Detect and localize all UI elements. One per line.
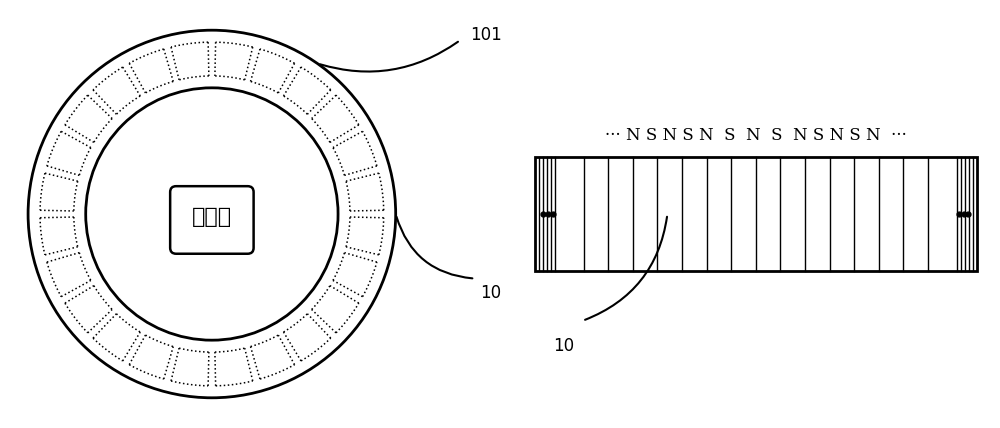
Bar — [535, 157, 977, 271]
Polygon shape — [312, 285, 359, 333]
Polygon shape — [47, 253, 91, 297]
Polygon shape — [251, 49, 295, 93]
Text: ··· N S N S N  S  N  S  N S N S N  ···: ··· N S N S N S N S N S N S N ··· — [605, 127, 907, 143]
FancyBboxPatch shape — [170, 186, 254, 254]
Polygon shape — [40, 173, 78, 211]
Text: 固定孔: 固定孔 — [192, 207, 232, 227]
Polygon shape — [171, 42, 209, 80]
Polygon shape — [284, 314, 331, 361]
Polygon shape — [65, 95, 112, 143]
Polygon shape — [40, 217, 78, 255]
Polygon shape — [333, 253, 377, 297]
Text: 10: 10 — [553, 337, 574, 355]
Polygon shape — [215, 348, 253, 386]
Polygon shape — [284, 67, 331, 114]
Polygon shape — [346, 217, 384, 255]
Polygon shape — [346, 173, 384, 211]
Polygon shape — [333, 131, 377, 175]
Polygon shape — [93, 314, 140, 361]
Polygon shape — [215, 42, 253, 80]
Polygon shape — [251, 335, 295, 379]
Polygon shape — [129, 49, 173, 93]
Polygon shape — [129, 335, 173, 379]
Text: 101: 101 — [470, 26, 502, 44]
Polygon shape — [47, 131, 91, 175]
Polygon shape — [65, 285, 112, 333]
Polygon shape — [171, 348, 209, 386]
Polygon shape — [312, 95, 359, 143]
Text: 10: 10 — [480, 285, 501, 303]
Polygon shape — [93, 67, 140, 114]
